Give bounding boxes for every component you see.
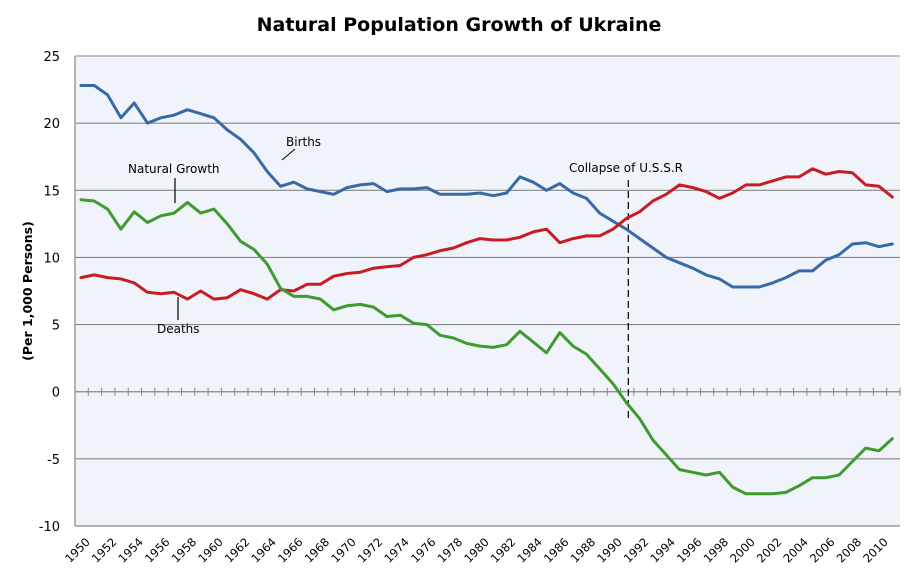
- y-tick-label: 20: [43, 117, 60, 132]
- x-tick-label: 1990: [594, 535, 625, 566]
- x-tick-label: 1974: [381, 535, 412, 566]
- x-tick-label: 1992: [621, 535, 652, 566]
- y-tick-label: 5: [52, 319, 60, 334]
- x-tick-label: 1956: [142, 535, 173, 566]
- x-tick-label: 1968: [302, 535, 333, 566]
- x-tick-label: 1964: [248, 535, 279, 566]
- annotation-natural-growth: Natural Growth: [128, 162, 220, 176]
- x-tick-label: 1988: [568, 535, 599, 566]
- annotation-collapse-ussr: Collapse of U.S.S.R: [569, 161, 683, 175]
- x-tick-label: 1972: [355, 535, 386, 566]
- x-tick-label: 1980: [461, 535, 492, 566]
- y-tick-label: -10: [39, 520, 60, 535]
- y-tick-labels: 25 20 15 10 5 0 -5 -10: [39, 50, 60, 535]
- x-tick-label: 1954: [115, 535, 146, 566]
- x-tick-label: 1982: [488, 535, 519, 566]
- x-tick-label: 1952: [89, 535, 120, 566]
- x-tick-label: 2010: [860, 535, 891, 566]
- x-tick-label: 1960: [195, 535, 226, 566]
- gridlines: [75, 55, 900, 460]
- x-tick-label: 2008: [834, 535, 865, 566]
- x-tick-label: 2004: [780, 535, 811, 566]
- x-tick-label: 1966: [275, 535, 306, 566]
- series-line-deaths: [79, 167, 894, 301]
- series-line-births: [79, 84, 894, 289]
- x-tick-label: 2000: [727, 535, 758, 566]
- annotation-lines: [174, 148, 629, 418]
- x-tick-label: 1962: [222, 535, 253, 566]
- x-tick-label: 1994: [647, 535, 678, 566]
- y-tick-label: 25: [43, 50, 60, 65]
- x-tick-label: 1978: [435, 535, 466, 566]
- series-line-natural-growth: [79, 198, 894, 496]
- x-tick-label: 2006: [807, 535, 838, 566]
- x-tick-label: 1984: [514, 535, 545, 566]
- annotation-labels: Births Natural Growth Deaths Collapse of…: [128, 135, 683, 336]
- y-tick-label: -5: [47, 453, 60, 468]
- x-tick-label: 1970: [328, 535, 359, 566]
- chart-title: Natural Population Growth of Ukraine: [257, 14, 662, 36]
- x-tick-label: 1950: [62, 535, 93, 566]
- y-tick-label: 10: [43, 251, 60, 266]
- births-leader-line: [281, 148, 296, 161]
- x-tick-label: 1986: [541, 535, 572, 566]
- annotation-deaths: Deaths: [157, 322, 200, 336]
- plot-area: [75, 56, 900, 526]
- x-tick-label: 1996: [674, 535, 705, 566]
- x-axis: [75, 387, 901, 396]
- x-tick-label: 2002: [754, 535, 785, 566]
- x-tick-label: 1958: [169, 535, 200, 566]
- x-tick-label: 1976: [408, 535, 439, 566]
- series-lines: [79, 84, 894, 496]
- y-axis-label: (Per 1,000 Persons): [20, 221, 35, 361]
- x-tick-labels: 1950195219541956195819601962196419661968…: [62, 535, 891, 566]
- y-tick-label: 0: [52, 386, 60, 401]
- y-tick-label: 15: [43, 184, 60, 199]
- annotation-births: Births: [286, 135, 321, 149]
- x-tick-label: 1998: [701, 535, 732, 566]
